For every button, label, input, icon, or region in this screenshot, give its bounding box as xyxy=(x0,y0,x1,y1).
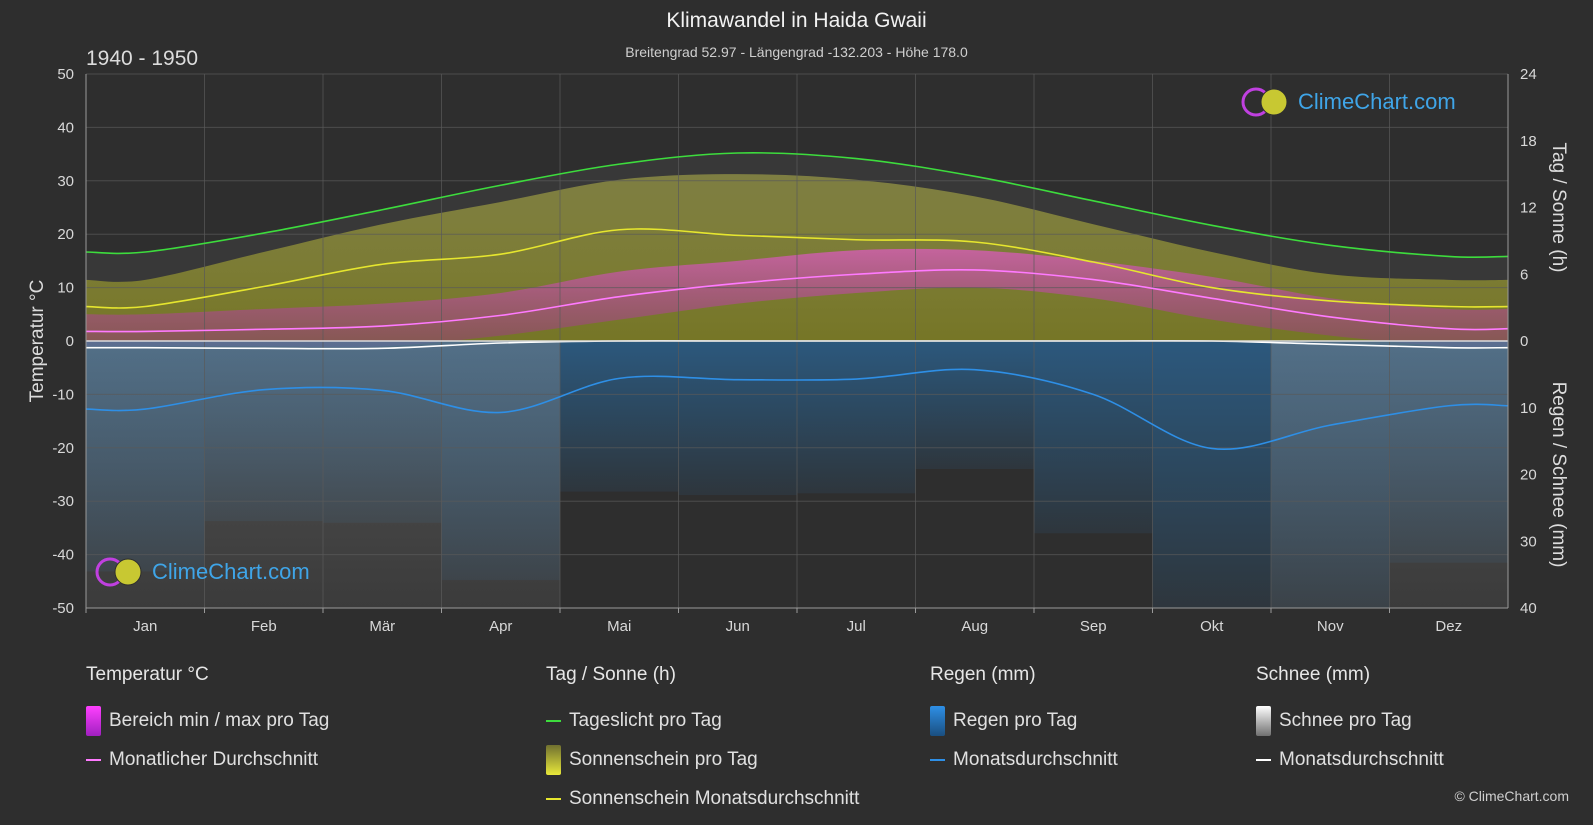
legend-label: Tageslicht pro Tag xyxy=(569,709,722,731)
rain-column xyxy=(1034,341,1153,534)
temp-range-swatch xyxy=(86,705,101,736)
legend-head: Tag / Sonne (h) xyxy=(546,664,676,685)
rain-column xyxy=(1152,341,1271,608)
right-tick-label-hours: 18 xyxy=(1520,133,1537,150)
climechart-logo-icon xyxy=(1241,87,1288,117)
logo-text: ClimeChart.com xyxy=(1298,89,1456,114)
rain-column xyxy=(797,341,916,494)
left-tick-label: 20 xyxy=(57,226,74,243)
left-tick-label: 30 xyxy=(57,173,74,190)
left-tick-label: -40 xyxy=(52,547,74,564)
rain-avg-swatch xyxy=(930,758,945,761)
month-label: Feb xyxy=(251,618,277,635)
snow-column xyxy=(204,341,323,608)
month-label: Sep xyxy=(1080,618,1107,635)
sunshine-swatch xyxy=(546,744,561,775)
chart-axes: 50 40 30 20 10 0 -10 -20 -30 -40 -50 24 18 12 6 0 10 20 30… xyxy=(27,66,1569,635)
snow-avg-swatch xyxy=(1256,758,1271,761)
chart-title: Klimawandel in Haida Gwaii xyxy=(666,9,927,32)
right-tick-label-hours: 0 xyxy=(1520,333,1528,350)
legend-head: Temperatur °C xyxy=(86,664,209,685)
period-label: 1940 - 1950 xyxy=(86,47,199,70)
legend-item: Regen pro Tag xyxy=(930,701,1118,740)
sunshine-avg-line xyxy=(85,228,1509,309)
left-tick-label: 40 xyxy=(57,119,74,136)
month-label: Mai xyxy=(607,618,631,635)
legend-head: Regen (mm) xyxy=(930,664,1036,685)
daylight-line xyxy=(85,152,1509,259)
rain-column xyxy=(560,341,679,492)
legend-label: Sonnenschein pro Tag xyxy=(569,748,758,770)
rain-avg-line xyxy=(85,368,1509,451)
left-tick-label: -20 xyxy=(52,440,74,457)
legend-item: Monatsdurchschnitt xyxy=(930,740,1118,779)
legend-daylight-sun: Tag / Sonne (h) Tageslicht pro Tag Sonne… xyxy=(546,664,859,818)
month-label: Jan xyxy=(133,618,157,635)
legend-item: Monatlicher Durchschnitt xyxy=(86,740,329,779)
legend-item: Bereich min / max pro Tag xyxy=(86,701,329,740)
rain-swatch xyxy=(930,705,945,736)
right-tick-label-hours: 12 xyxy=(1520,200,1537,217)
legend-item: Schnee pro Tag xyxy=(1256,701,1444,740)
legend-label: Monatsdurchschnitt xyxy=(1279,748,1444,770)
right-tick-label-mm: 40 xyxy=(1520,600,1537,617)
left-tick-label: -50 xyxy=(52,600,74,617)
right-tick-label-mm: 10 xyxy=(1520,400,1537,417)
rain-column xyxy=(915,341,1034,470)
month-label: Nov xyxy=(1317,618,1344,635)
daylight-swatch xyxy=(546,719,561,722)
legend-item: Monatsdurchschnitt xyxy=(1256,740,1444,779)
left-tick-label: 10 xyxy=(57,280,74,297)
month-label: Okt xyxy=(1200,618,1224,635)
month-label: Aug xyxy=(961,618,988,635)
rain-column xyxy=(678,341,797,496)
left-tick-label: 0 xyxy=(66,333,74,350)
snow-column xyxy=(1271,341,1390,608)
snow-swatch xyxy=(1256,705,1271,736)
snow-column xyxy=(323,341,442,608)
left-tick-label: -30 xyxy=(52,493,74,510)
sunshine-avg-swatch xyxy=(546,797,561,800)
legend-label: Schnee pro Tag xyxy=(1279,709,1412,731)
legend-item: Sonnenschein pro Tag xyxy=(546,740,859,779)
legend-snow: Schnee (mm) Schnee pro Tag Monatsdurchsc… xyxy=(1256,664,1444,779)
climechart-logo-icon xyxy=(95,557,142,587)
chart-lines xyxy=(85,152,1509,451)
legend-item: Tageslicht pro Tag xyxy=(546,701,859,740)
right-tick-label-hours: 24 xyxy=(1520,66,1537,83)
legend-label: Sonnenschein Monatsdurchschnitt xyxy=(569,787,860,809)
temperature-avg-line xyxy=(85,269,1509,333)
logo-bottom[interactable]: ClimeChart.com xyxy=(94,556,310,588)
legend-item: Sonnenschein Monatsdurchschnitt xyxy=(546,779,859,818)
snow-column xyxy=(1389,341,1508,608)
legend-label: Regen pro Tag xyxy=(953,709,1078,731)
temp-avg-swatch xyxy=(86,758,101,761)
right-axis-title-hours: Tag / Sonne (h) xyxy=(1548,143,1569,273)
legend-temperature: Temperatur °C Bereich min / max pro Tag … xyxy=(86,664,329,779)
month-label: Mär xyxy=(369,618,395,635)
legend-rain: Regen (mm) Regen pro Tag Monatsdurchschn… xyxy=(930,664,1118,779)
climate-chart: 50 40 30 20 10 0 -10 -20 -30 -40 -50 24 18 12 6 0 10 20 30… xyxy=(27,66,1569,635)
logo-text: ClimeChart.com xyxy=(152,559,310,584)
snow-column xyxy=(86,341,205,608)
month-label: Apr xyxy=(489,618,512,635)
left-axis-title: Temperatur °C xyxy=(27,280,48,403)
right-tick-label-mm: 20 xyxy=(1520,467,1537,484)
left-tick-label: -10 xyxy=(52,386,74,403)
legend-head: Schnee (mm) xyxy=(1256,664,1371,685)
snow-column xyxy=(441,341,560,608)
right-axis-title-mm: Regen / Schnee (mm) xyxy=(1548,382,1569,568)
month-label: Jul xyxy=(847,618,866,635)
legend-label: Bereich min / max pro Tag xyxy=(109,709,330,731)
right-tick-label-hours: 6 xyxy=(1520,266,1528,283)
month-label: Jun xyxy=(726,618,750,635)
right-tick-label-mm: 30 xyxy=(1520,533,1537,550)
legend-label: Monatlicher Durchschnitt xyxy=(109,748,319,770)
copyright: © ClimeChart.com xyxy=(1454,788,1569,804)
left-tick-label: 50 xyxy=(57,66,74,83)
logo-top[interactable]: ClimeChart.com xyxy=(1240,86,1456,118)
legend-label: Monatsdurchschnitt xyxy=(953,748,1118,770)
month-label: Dez xyxy=(1435,618,1462,635)
chart-subtitle: Breitengrad 52.97 - Längengrad -132.203 … xyxy=(625,44,968,60)
